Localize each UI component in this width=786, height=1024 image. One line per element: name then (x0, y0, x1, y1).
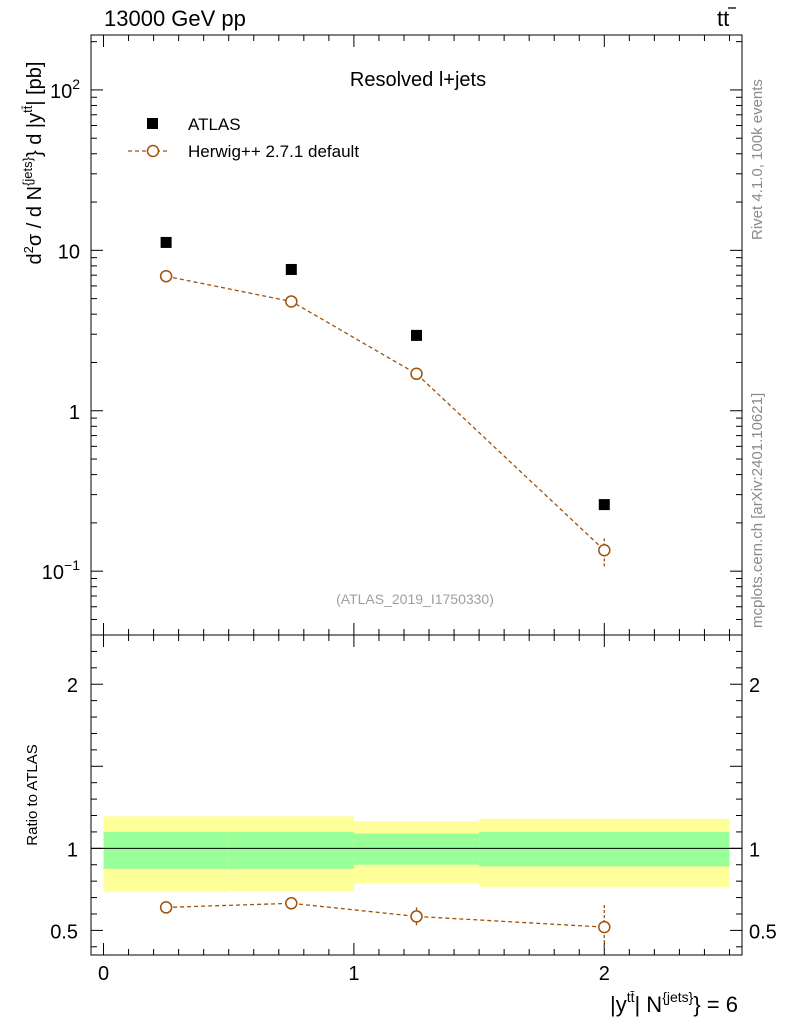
ratio-herwig-point (159, 901, 173, 914)
ratio-y-tick-label-left: 0.5 (50, 921, 78, 943)
main-y-tick-label: 10 (58, 241, 80, 263)
ratio-y-tick-label-left: 2 (67, 675, 78, 697)
ratio-y-tick-label-right: 2 (749, 675, 760, 697)
analysis-watermark: (ATLAS_2019_I1750330) (336, 591, 494, 607)
main-y-tick-label: 1 (69, 402, 80, 424)
legend-herwig-label: Herwig++ 2.7.1 default (188, 142, 359, 161)
herwig-point (159, 269, 173, 283)
main-y-tick-label: 102 (50, 76, 80, 103)
ratio-y-tick-label-left: 1 (67, 839, 78, 861)
band-green-0 (103, 831, 229, 869)
data-marks (159, 236, 611, 950)
legend-atlas-label: ATLAS (188, 115, 241, 134)
legend-atlas-marker (147, 118, 158, 129)
legend-herwig-marker (146, 144, 160, 158)
x-tick-label: 2 (599, 963, 610, 985)
x-tick-label: 1 (348, 963, 359, 985)
header-process: 13000 GeV pp (104, 6, 246, 31)
ratio-herwig-point (285, 897, 298, 910)
herwig-point (285, 295, 298, 308)
ratio-herwig-line (166, 902, 605, 928)
atlas-point (598, 499, 610, 511)
band-green-1 (228, 831, 354, 869)
ratio-y-tick-label-right: 0.5 (749, 921, 777, 943)
main-y-axis-label: d2σ / d N{jets}} d |ytt̄| [pb] (20, 62, 46, 265)
plot-title: Resolved l+jets (350, 69, 486, 91)
band-green-3 (479, 831, 730, 867)
tick-labels: 10−1 1 10 102 0.5 0.5 1 1 2 2 0 1 2 (42, 76, 777, 985)
rivet-info: Rivet 4.1.0, 100k events (749, 79, 766, 240)
ratio-bands (103, 816, 730, 892)
herwig-line (165, 275, 605, 551)
mcplots-info: mcplots.cern.ch [arXiv:2401.10621] (749, 393, 766, 628)
ratio-y-tick-label-right: 1 (749, 839, 760, 861)
ratio-y-axis-label: Ratio to ATLAS (24, 744, 41, 845)
band-green-2 (353, 833, 480, 865)
atlas-point (411, 329, 422, 341)
ratio-herwig-point (598, 920, 611, 934)
x-tick-label: 0 (98, 963, 109, 985)
header-ttbar: tt (717, 6, 729, 31)
ratio-herwig-point (410, 910, 423, 923)
main-y-tick-label: 10−1 (42, 557, 80, 584)
atlas-point (160, 236, 172, 248)
ratio-frame (90, 634, 743, 956)
x-axis-label: |ytt̄| N{jets}} = 6 (610, 989, 738, 1017)
herwig-point (410, 367, 423, 381)
herwig-point (598, 544, 611, 557)
atlas-point (285, 263, 297, 275)
